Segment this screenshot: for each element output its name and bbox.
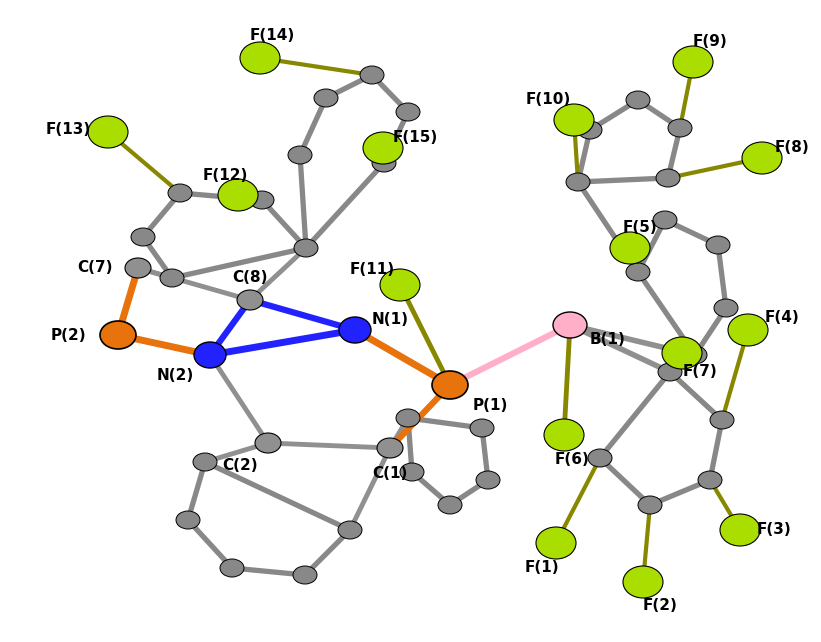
Text: P(1): P(1)	[472, 397, 507, 413]
Ellipse shape	[88, 116, 128, 148]
Text: F(3): F(3)	[757, 523, 791, 537]
Ellipse shape	[658, 363, 682, 381]
Ellipse shape	[363, 132, 403, 164]
Ellipse shape	[160, 269, 184, 287]
Ellipse shape	[553, 312, 587, 338]
Text: F(15): F(15)	[392, 130, 438, 146]
Ellipse shape	[656, 169, 680, 187]
Ellipse shape	[438, 496, 462, 514]
Ellipse shape	[314, 89, 338, 107]
Ellipse shape	[720, 514, 760, 546]
Ellipse shape	[432, 371, 468, 399]
Ellipse shape	[377, 438, 403, 458]
Ellipse shape	[193, 453, 217, 471]
Ellipse shape	[668, 119, 692, 137]
Ellipse shape	[698, 471, 722, 489]
Ellipse shape	[218, 179, 258, 211]
Ellipse shape	[683, 346, 707, 364]
Text: F(14): F(14)	[250, 28, 295, 42]
Ellipse shape	[653, 211, 677, 229]
Ellipse shape	[638, 496, 662, 514]
Text: F(5): F(5)	[622, 220, 658, 236]
Text: F(11): F(11)	[350, 263, 395, 277]
Text: F(2): F(2)	[643, 598, 677, 612]
Ellipse shape	[100, 321, 136, 349]
Ellipse shape	[338, 521, 362, 539]
Ellipse shape	[610, 232, 650, 264]
Text: N(2): N(2)	[156, 367, 194, 383]
Ellipse shape	[125, 258, 151, 278]
Ellipse shape	[294, 239, 318, 257]
Text: F(13): F(13)	[45, 123, 90, 137]
Ellipse shape	[168, 184, 192, 202]
Ellipse shape	[626, 263, 650, 281]
Ellipse shape	[566, 173, 590, 191]
Ellipse shape	[710, 411, 734, 429]
Text: C(2): C(2)	[222, 458, 258, 473]
Ellipse shape	[728, 314, 768, 346]
Ellipse shape	[288, 146, 312, 164]
Text: F(8): F(8)	[775, 141, 810, 155]
Ellipse shape	[673, 46, 713, 78]
Text: F(1): F(1)	[525, 559, 559, 575]
Ellipse shape	[554, 104, 594, 136]
Text: C(7): C(7)	[77, 261, 112, 275]
Text: F(6): F(6)	[554, 453, 589, 467]
Ellipse shape	[250, 191, 274, 209]
Ellipse shape	[372, 154, 396, 172]
Ellipse shape	[380, 269, 420, 301]
Ellipse shape	[742, 142, 782, 174]
Ellipse shape	[131, 228, 155, 246]
Ellipse shape	[237, 290, 263, 310]
Text: F(9): F(9)	[693, 35, 727, 49]
Ellipse shape	[176, 511, 200, 529]
Ellipse shape	[339, 317, 371, 343]
Text: C(8): C(8)	[232, 270, 268, 286]
Text: C(1): C(1)	[372, 465, 408, 480]
Ellipse shape	[220, 559, 244, 577]
Ellipse shape	[588, 449, 612, 467]
Ellipse shape	[360, 66, 384, 84]
Ellipse shape	[240, 42, 280, 74]
Ellipse shape	[255, 433, 281, 453]
Ellipse shape	[396, 409, 420, 427]
Text: F(12): F(12)	[202, 168, 248, 182]
Ellipse shape	[194, 342, 226, 368]
Text: N(1): N(1)	[371, 313, 409, 327]
Ellipse shape	[476, 471, 500, 489]
Ellipse shape	[396, 103, 420, 121]
Ellipse shape	[293, 566, 317, 584]
Text: P(2): P(2)	[50, 327, 86, 342]
Ellipse shape	[623, 566, 663, 598]
Text: F(10): F(10)	[525, 92, 571, 107]
Text: B(1): B(1)	[590, 333, 626, 347]
Ellipse shape	[536, 527, 576, 559]
Ellipse shape	[626, 91, 650, 109]
Ellipse shape	[400, 463, 424, 481]
Text: F(4): F(4)	[764, 311, 800, 325]
Ellipse shape	[706, 236, 730, 254]
Ellipse shape	[470, 419, 494, 437]
Text: F(7): F(7)	[682, 365, 718, 379]
Ellipse shape	[544, 419, 584, 451]
Ellipse shape	[714, 299, 738, 317]
Ellipse shape	[578, 121, 602, 139]
Ellipse shape	[662, 337, 702, 369]
